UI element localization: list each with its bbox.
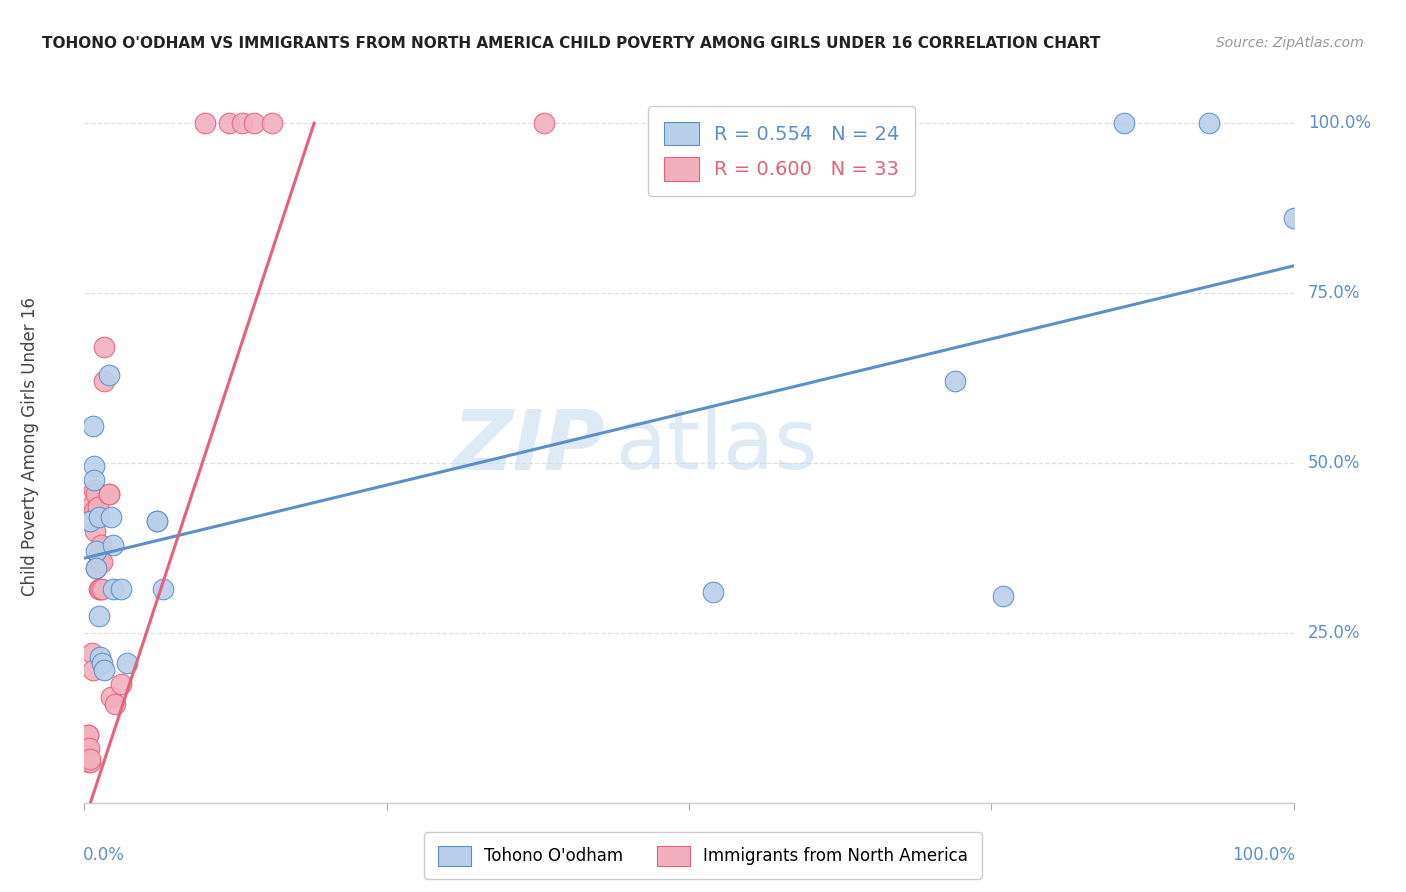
Point xyxy=(87,582,110,596)
Legend: Tohono O'odham, Immigrants from North America: Tohono O'odham, Immigrants from North Am… xyxy=(425,832,981,880)
Point xyxy=(90,537,112,551)
Text: 100.0%: 100.0% xyxy=(1308,114,1371,132)
Point xyxy=(1282,211,1305,226)
Point xyxy=(79,751,101,765)
Point xyxy=(93,663,115,677)
Point xyxy=(93,375,115,389)
Point xyxy=(110,677,132,691)
Point xyxy=(146,514,169,528)
Point xyxy=(86,486,108,500)
Point xyxy=(146,514,169,528)
Point xyxy=(100,690,122,705)
Point xyxy=(87,608,110,623)
Text: Child Poverty Among Girls Under 16: Child Poverty Among Girls Under 16 xyxy=(21,296,39,596)
Text: atlas: atlas xyxy=(616,406,818,486)
Text: TOHONO O'ODHAM VS IMMIGRANTS FROM NORTH AMERICA CHILD POVERTY AMONG GIRLS UNDER : TOHONO O'ODHAM VS IMMIGRANTS FROM NORTH … xyxy=(42,36,1101,51)
Text: 75.0%: 75.0% xyxy=(1308,284,1361,302)
Point xyxy=(86,500,108,515)
Point xyxy=(79,755,101,769)
Point xyxy=(194,116,217,130)
Point xyxy=(97,486,120,500)
Point xyxy=(83,459,105,474)
Point xyxy=(77,728,100,742)
Point xyxy=(79,514,101,528)
Point xyxy=(1198,116,1220,130)
Point xyxy=(1114,116,1136,130)
Point xyxy=(76,741,98,756)
Text: ZIP: ZIP xyxy=(451,406,605,486)
Point xyxy=(100,510,122,524)
Point xyxy=(91,582,114,596)
Text: 50.0%: 50.0% xyxy=(1308,454,1361,472)
Point xyxy=(993,589,1015,603)
Point xyxy=(77,728,100,742)
Text: 100.0%: 100.0% xyxy=(1232,846,1295,863)
Point xyxy=(86,561,108,575)
Point xyxy=(242,116,264,130)
Point xyxy=(943,375,966,389)
Point xyxy=(87,548,110,562)
Point xyxy=(83,473,105,487)
Point xyxy=(89,649,111,664)
Point xyxy=(97,368,120,382)
Point xyxy=(77,741,100,756)
Point xyxy=(83,483,105,498)
Point xyxy=(97,486,120,500)
Point xyxy=(77,755,100,769)
Point xyxy=(87,510,110,524)
Point xyxy=(82,418,104,433)
Point xyxy=(152,582,174,596)
Text: 25.0%: 25.0% xyxy=(1308,624,1361,642)
Point xyxy=(91,657,114,671)
Point xyxy=(104,698,127,712)
Point xyxy=(84,524,107,538)
Point xyxy=(80,646,103,660)
Legend: R = 0.554   N = 24, R = 0.600   N = 33: R = 0.554 N = 24, R = 0.600 N = 33 xyxy=(648,106,915,196)
Point xyxy=(93,341,115,355)
Point xyxy=(89,555,111,569)
Point xyxy=(86,544,108,558)
Point xyxy=(260,116,283,130)
Text: 0.0%: 0.0% xyxy=(83,846,125,863)
Point xyxy=(103,582,125,596)
Point xyxy=(103,537,125,551)
Point xyxy=(82,497,104,511)
Point xyxy=(83,503,105,517)
Point xyxy=(91,555,114,569)
Point xyxy=(115,657,138,671)
Point xyxy=(86,561,108,575)
Point xyxy=(89,582,111,596)
Point xyxy=(231,116,253,130)
Point xyxy=(533,116,555,130)
Point xyxy=(702,585,724,599)
Point xyxy=(110,582,132,596)
Point xyxy=(218,116,240,130)
Point xyxy=(82,663,104,677)
Text: Source: ZipAtlas.com: Source: ZipAtlas.com xyxy=(1216,36,1364,50)
